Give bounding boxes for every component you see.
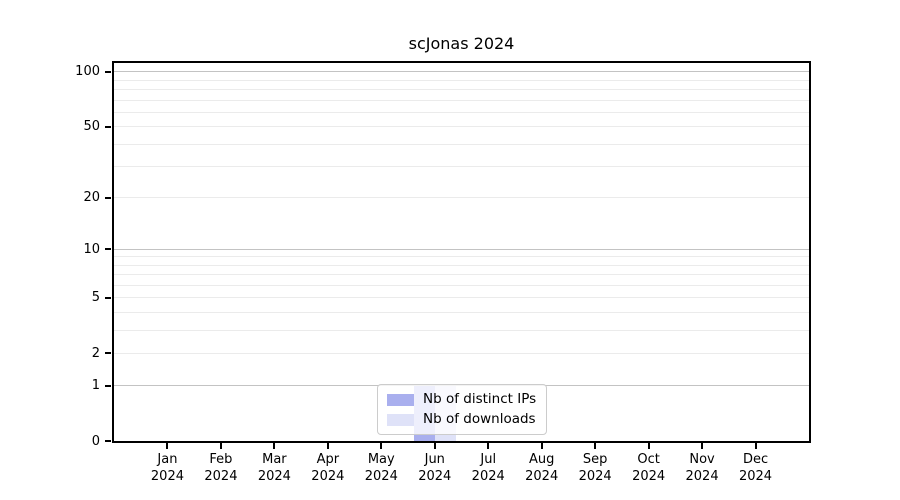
- chart-title: scJonas 2024: [408, 34, 515, 53]
- legend: Nb of distinct IPs Nb of downloads: [377, 384, 548, 435]
- minor-gridline: [114, 264, 809, 266]
- x-tick: [326, 443, 329, 449]
- x-tick: [273, 443, 276, 449]
- y-tick: [105, 352, 111, 355]
- minor-gridline: [114, 329, 809, 331]
- y-tick: [105, 248, 111, 251]
- y-tick-label: 100: [75, 64, 100, 80]
- minor-gridline: [114, 79, 809, 81]
- minor-gridline: [114, 111, 809, 113]
- x-tick: [701, 443, 704, 449]
- legend-item-downloads: Nb of downloads: [387, 412, 536, 427]
- minor-gridline: [114, 256, 809, 258]
- legend-item-distinct-ips: Nb of distinct IPs: [387, 392, 536, 407]
- minor-gridline: [114, 311, 809, 313]
- x-tick: [594, 443, 597, 449]
- x-tick: [647, 443, 650, 449]
- minor-gridline: [114, 352, 809, 354]
- plot-area: Nb of distinct IPs Nb of downloads: [112, 61, 811, 443]
- x-tick: [166, 443, 169, 449]
- x-tick-label: Nov 2024: [685, 452, 719, 484]
- y-tick-label: 5: [91, 290, 100, 306]
- x-tick: [380, 443, 383, 449]
- x-tick: [433, 443, 436, 449]
- legend-swatch-distinct-ips: [387, 393, 414, 406]
- x-tick: [540, 443, 543, 449]
- legend-label-distinct-ips: Nb of distinct IPs: [423, 391, 537, 407]
- y-tick-label: 2: [91, 345, 100, 361]
- y-tick: [105, 296, 111, 299]
- minor-gridline: [114, 126, 809, 128]
- x-tick-label: May 2024: [364, 452, 398, 484]
- y-tick: [105, 440, 111, 442]
- y-tick-label: 10: [83, 241, 100, 257]
- x-tick-label: Jun 2024: [418, 452, 452, 484]
- y-tick-label: 20: [83, 190, 100, 206]
- y-tick: [105, 384, 111, 387]
- y-tick-label: 50: [83, 119, 100, 135]
- major-gridline: [114, 248, 809, 250]
- x-tick-label: Oct 2024: [632, 452, 666, 484]
- y-tick: [105, 196, 111, 199]
- x-tick-label: Jul 2024: [471, 452, 505, 484]
- x-tick: [754, 443, 757, 449]
- x-tick-label: Dec 2024: [738, 452, 773, 484]
- minor-gridline: [114, 89, 809, 91]
- y-tick-label: 1: [91, 378, 100, 394]
- y-tick: [105, 70, 111, 73]
- minor-gridline: [114, 99, 809, 101]
- x-tick-label: Apr 2024: [311, 452, 345, 484]
- x-tick-label: Sep 2024: [578, 452, 612, 484]
- minor-gridline: [114, 274, 809, 276]
- x-tick: [219, 443, 222, 449]
- minor-gridline: [114, 197, 809, 199]
- legend-swatch-downloads: [387, 413, 414, 426]
- major-gridline: [114, 71, 809, 73]
- x-tick-label: Aug 2024: [525, 452, 559, 484]
- x-tick-label: Feb 2024: [204, 452, 238, 484]
- minor-gridline: [114, 165, 809, 167]
- y-tick-label: 0: [91, 433, 100, 449]
- y-tick: [105, 125, 111, 128]
- x-tick-label: Jan 2024: [150, 452, 184, 484]
- minor-gridline: [114, 284, 809, 286]
- x-tick: [487, 443, 490, 449]
- minor-gridline: [114, 297, 809, 299]
- x-tick-label: Mar 2024: [257, 452, 291, 484]
- legend-label-downloads: Nb of downloads: [423, 411, 536, 427]
- minor-gridline: [114, 143, 809, 145]
